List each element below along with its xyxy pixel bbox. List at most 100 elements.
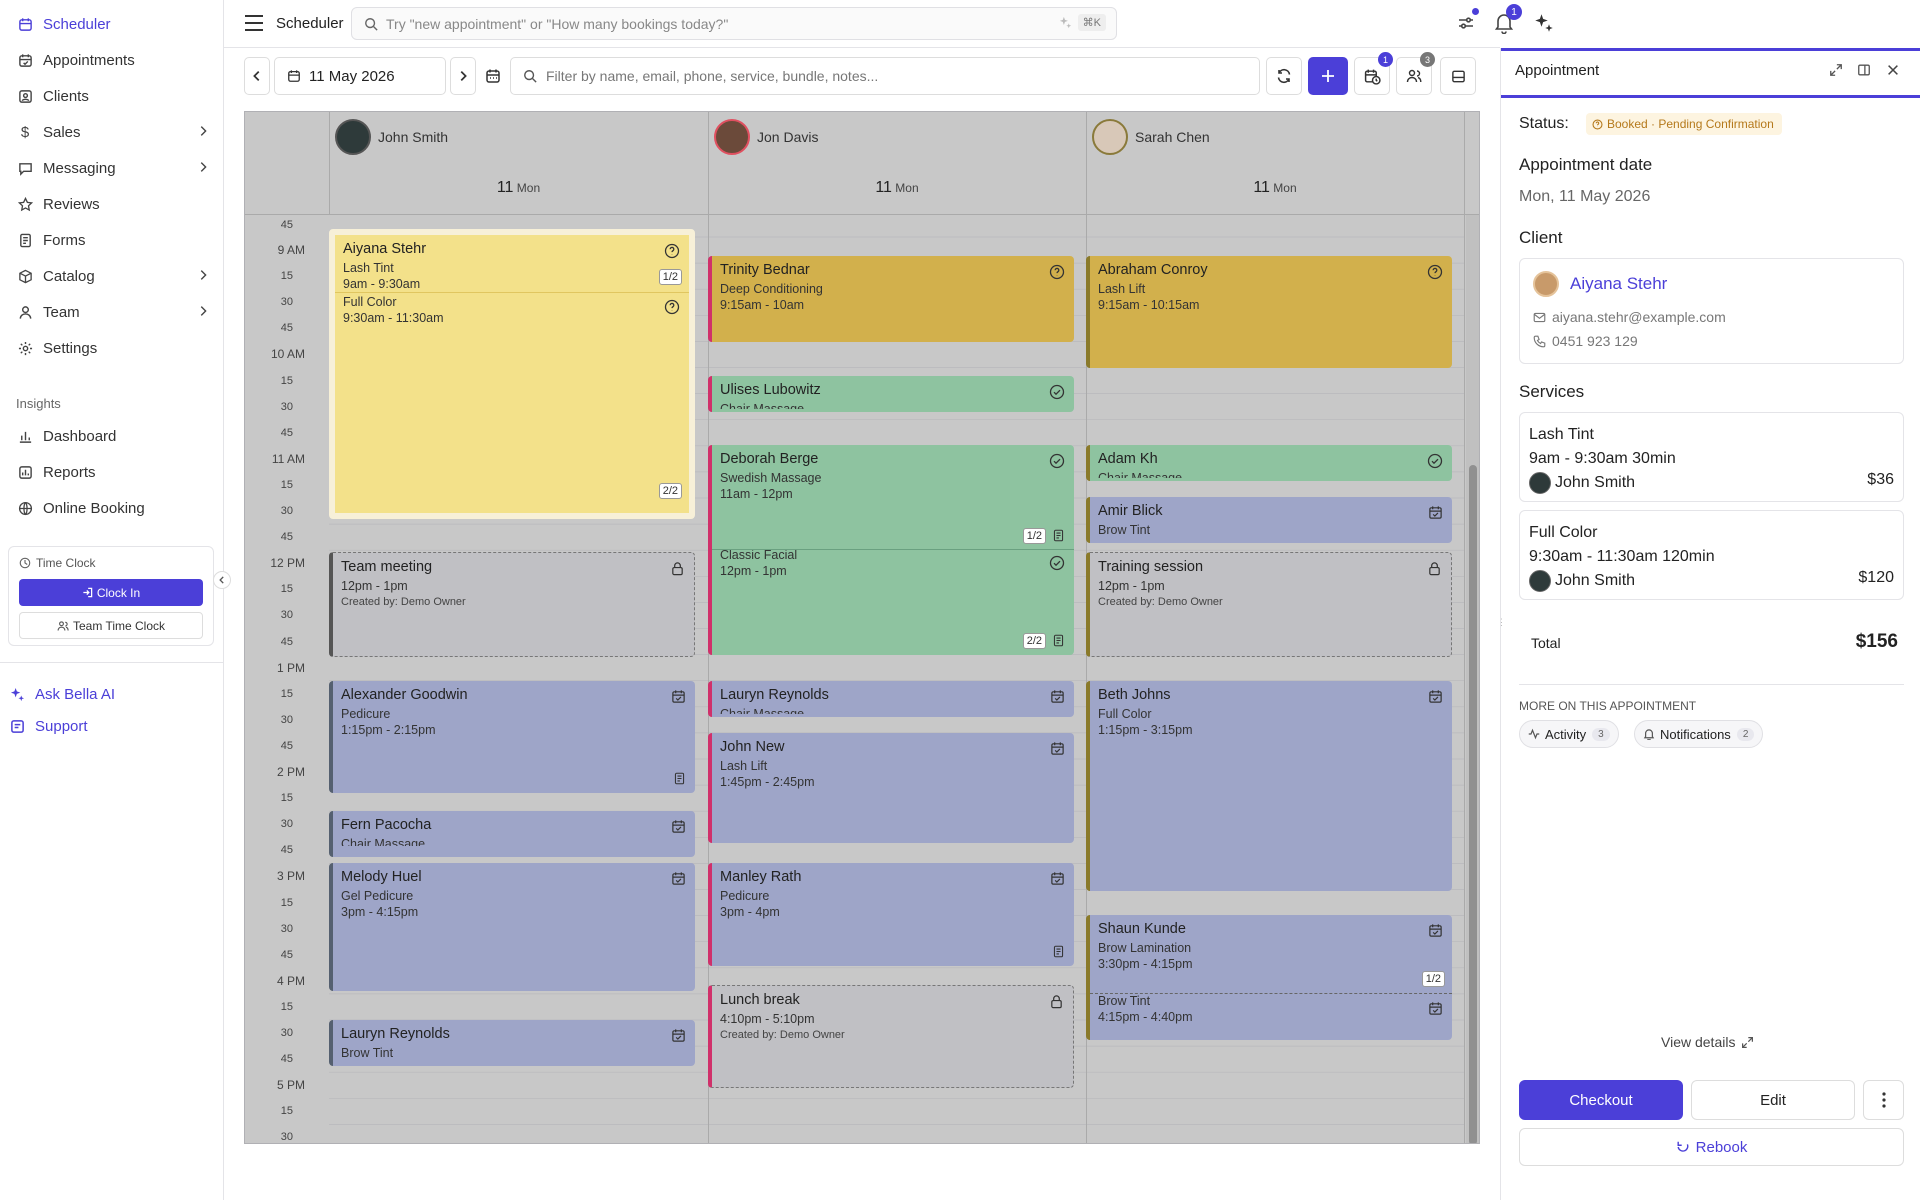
- sidebar-item-reviews[interactable]: Reviews: [16, 189, 216, 219]
- appointment-card[interactable]: Ulises Lubowitz Chair Massage: [708, 376, 1074, 412]
- blocked-time-card[interactable]: Lunch break 4:10pm - 5:10pm Created by: …: [708, 985, 1074, 1088]
- dock-icon[interactable]: [1857, 63, 1871, 77]
- collapse-sidebar-button[interactable]: [213, 571, 231, 589]
- service-item[interactable]: Full Color 9:30am - 11:30am 120min John …: [1519, 510, 1904, 600]
- sidebar-item-messaging[interactable]: Messaging: [16, 153, 216, 183]
- calendar-check-icon: [671, 871, 686, 886]
- close-icon[interactable]: [1886, 63, 1900, 77]
- blocked-time-card[interactable]: Training session 12pm - 1pm Created by: …: [1086, 552, 1452, 657]
- appointment-card[interactable]: Amir Blick Brow Tint: [1086, 497, 1452, 543]
- time-label-hour: 1 PM: [276, 660, 305, 675]
- client-name: Alexander Goodwin: [341, 687, 468, 703]
- sidebar-item-label: Reports: [43, 463, 96, 481]
- sparkle-icon: [8, 685, 26, 703]
- note-icon: [1052, 945, 1065, 958]
- appointment-card-selected[interactable]: Aiyana Stehr Lash Tint 9am - 9:30am 1/2 …: [329, 229, 695, 519]
- view-details-link[interactable]: View details: [1661, 1034, 1754, 1050]
- sidebar-item-forms[interactable]: Forms: [16, 225, 216, 255]
- time-label-quarter: 30: [280, 922, 293, 935]
- shortcut-badge: ⌘K: [1077, 14, 1106, 31]
- appointment-card[interactable]: Trinity Bednar Deep Conditioning 9:15am …: [708, 256, 1074, 342]
- activity-chip[interactable]: Activity 3: [1519, 720, 1619, 748]
- service-name: Brow Tint: [341, 1046, 394, 1060]
- refresh-button[interactable]: [1266, 57, 1302, 95]
- staff-column-header[interactable]: Sarah Chen: [1092, 119, 1210, 155]
- client-email[interactable]: aiyana.stehr@example.com: [1552, 309, 1726, 325]
- message-icon: [16, 159, 34, 177]
- client-phone[interactable]: 0451 923 129: [1552, 333, 1638, 349]
- appointment-time: 3pm - 4pm: [720, 905, 780, 919]
- appointment-card[interactable]: Abraham Conroy Lash Lift 9:15am - 10:15a…: [1086, 256, 1452, 368]
- sidebar-item-appointments[interactable]: Appointments: [16, 45, 216, 75]
- calendar-check-icon: [1428, 923, 1443, 938]
- sidebar-item-team[interactable]: Team: [16, 297, 216, 327]
- team-time-clock-button[interactable]: Team Time Clock: [19, 612, 203, 639]
- sidebar-item-dashboard[interactable]: Dashboard: [16, 421, 216, 451]
- sidebar-item-catalog[interactable]: Catalog: [16, 261, 216, 291]
- sidebar-item-scheduler[interactable]: Scheduler: [16, 9, 216, 39]
- appointment-card[interactable]: Beth Johns Full Color 1:15pm - 3:15pm: [1086, 681, 1452, 891]
- appointment-card[interactable]: Melody Huel Gel Pedicure 3pm - 4:15pm: [329, 863, 695, 991]
- service-item[interactable]: Lash Tint 9am - 9:30am 30min John Smith …: [1519, 412, 1904, 502]
- sidebar-item-reports[interactable]: Reports: [16, 457, 216, 487]
- appointment-card[interactable]: Lauryn Reynolds Brow Tint: [329, 1020, 695, 1066]
- scrollbar-track[interactable]: [1466, 215, 1479, 1143]
- more-vertical-icon: [1881, 1092, 1886, 1108]
- scrollbar-thumb[interactable]: [1469, 465, 1477, 1143]
- filter-input[interactable]: Filter by name, email, phone, service, b…: [510, 57, 1260, 95]
- blocked-time-card[interactable]: Team meeting 12pm - 1pm Created by: Demo…: [329, 552, 695, 657]
- ask-bella-ai-link[interactable]: Ask Bella AI: [8, 679, 208, 709]
- page-title: Scheduler: [276, 15, 344, 32]
- filter-settings-icon[interactable]: [1456, 8, 1479, 33]
- appointment-card[interactable]: John New Lash Lift 1:45pm - 2:45pm: [708, 733, 1074, 843]
- more-actions-button[interactable]: [1863, 1080, 1904, 1120]
- client-name-link[interactable]: Aiyana Stehr: [1570, 274, 1668, 293]
- expand-icon[interactable]: [1829, 63, 1843, 77]
- time-label-quarter: 15: [280, 583, 293, 596]
- service-name: Pedicure: [720, 889, 770, 903]
- rebook-button[interactable]: Rebook: [1519, 1128, 1904, 1166]
- calendar-view-button[interactable]: [480, 57, 506, 95]
- staff-count: 3: [1420, 52, 1435, 67]
- staff-filter-button[interactable]: 3: [1396, 52, 1435, 95]
- edit-button[interactable]: Edit: [1691, 1080, 1855, 1120]
- appointment-card[interactable]: Deborah Berge Swedish Massage 11am - 12p…: [708, 445, 1074, 655]
- waitlist-button[interactable]: 1: [1354, 52, 1393, 95]
- time-label-quarter: 45: [280, 426, 293, 439]
- clock-in-button[interactable]: Clock In: [19, 579, 203, 606]
- sidebar-item-sales[interactable]: $ Sales: [16, 117, 216, 147]
- client-name: Fern Pacocha: [341, 817, 432, 833]
- support-link[interactable]: Support: [8, 711, 208, 741]
- staff-column-header[interactable]: Jon Davis: [714, 119, 818, 155]
- date-picker[interactable]: 11 May 2026: [274, 57, 446, 95]
- notifications-chip[interactable]: Notifications 2: [1634, 720, 1764, 748]
- menu-icon[interactable]: [244, 14, 264, 32]
- appointment-card[interactable]: Lauryn Reynolds Chair Massage: [708, 681, 1074, 717]
- appointment-card[interactable]: Alexander Goodwin Pedicure 1:15pm - 2:15…: [329, 681, 695, 793]
- command-search[interactable]: Try "new appointment" or "How many booki…: [351, 7, 1117, 40]
- appointment-card[interactable]: Manley Rath Pedicure 3pm - 4pm: [708, 863, 1074, 966]
- sidebar-item-clients[interactable]: Clients: [16, 81, 216, 111]
- appointment-card[interactable]: Adam Kh Chair Massage: [1086, 445, 1452, 481]
- note-icon: [1052, 529, 1065, 542]
- toggle-panel-button[interactable]: [1440, 57, 1476, 95]
- checkout-button[interactable]: Checkout: [1519, 1080, 1683, 1120]
- ai-sparkle-icon[interactable]: [1534, 13, 1554, 33]
- resize-handle[interactable]: ⋮: [1497, 617, 1506, 627]
- sidebar-item-online-booking[interactable]: Online Booking: [16, 493, 216, 523]
- sidebar-item-settings[interactable]: Settings: [16, 333, 216, 363]
- prev-day-button[interactable]: [244, 57, 270, 95]
- time-label-quarter: 45: [280, 948, 293, 961]
- question-icon: [664, 243, 680, 259]
- add-appointment-button[interactable]: [1308, 57, 1348, 95]
- next-day-button[interactable]: [450, 57, 476, 95]
- status-badge[interactable]: Booked · Pending Confirmation: [1586, 113, 1782, 135]
- appointment-panel: Appointment Status: Booked · Pending Con…: [1500, 48, 1920, 1200]
- appointment-card[interactable]: Shaun Kunde Brow Lamination 3:30pm - 4:1…: [1086, 915, 1452, 1040]
- staff-column-header[interactable]: John Smith: [335, 119, 448, 155]
- notifications-bell-icon[interactable]: 1: [1494, 4, 1522, 34]
- service-name: Lash Tint: [1529, 426, 1594, 443]
- block-title: Lunch break: [720, 992, 800, 1008]
- appointment-card[interactable]: Fern Pacocha Chair Massage: [329, 811, 695, 857]
- appointment-time: 1:45pm - 2:45pm: [720, 775, 815, 789]
